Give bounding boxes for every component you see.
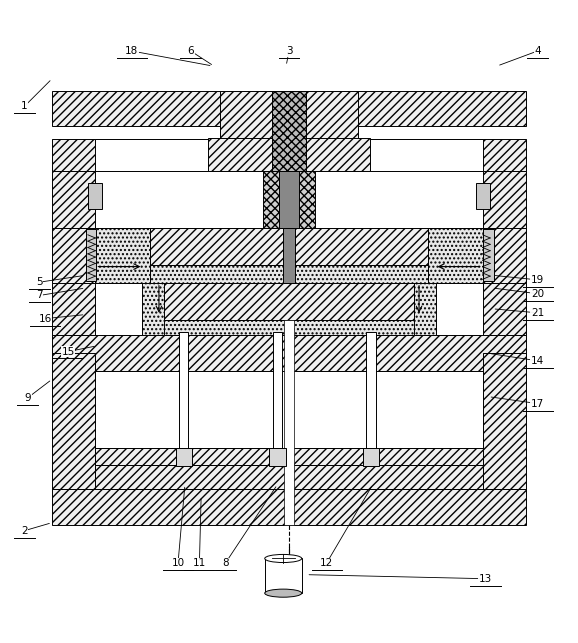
Bar (142, 320, 436, 335)
Text: 13: 13 (479, 574, 492, 584)
Text: 11: 11 (193, 558, 206, 568)
Bar (483, 229, 494, 281)
Text: 12: 12 (320, 558, 333, 568)
Text: 4: 4 (534, 46, 541, 56)
Bar (279, 171, 299, 228)
Bar (363, 448, 379, 466)
Bar (95, 465, 483, 489)
Bar (86, 229, 96, 281)
Bar (273, 332, 282, 448)
Text: 9: 9 (24, 393, 31, 403)
Text: 1: 1 (21, 102, 28, 111)
Text: 7: 7 (36, 291, 43, 300)
Bar (164, 268, 414, 320)
Bar (52, 489, 526, 525)
Ellipse shape (265, 554, 302, 563)
Text: 6: 6 (187, 46, 194, 56)
Bar (476, 183, 490, 209)
Bar (88, 183, 102, 209)
Bar (95, 171, 483, 228)
Bar (284, 320, 294, 525)
Bar (384, 283, 483, 335)
Bar (179, 332, 188, 448)
Bar (150, 266, 428, 283)
Bar (52, 228, 526, 283)
Bar (283, 228, 295, 283)
Text: 3: 3 (286, 46, 292, 56)
Bar (95, 448, 483, 465)
Text: 18: 18 (125, 46, 138, 56)
Bar (150, 228, 428, 266)
Bar (208, 138, 370, 171)
Bar (414, 268, 436, 335)
Bar (52, 283, 526, 335)
Text: 15: 15 (62, 347, 75, 357)
Bar (263, 171, 315, 228)
Bar (220, 91, 358, 140)
Bar (265, 559, 302, 593)
Bar (52, 353, 95, 489)
Bar (366, 332, 376, 448)
Bar (95, 228, 483, 283)
Text: 10: 10 (172, 558, 184, 568)
Bar (428, 228, 483, 283)
Bar (52, 91, 526, 126)
Bar (95, 283, 194, 335)
Bar (95, 228, 150, 283)
Bar (95, 370, 483, 448)
Text: 5: 5 (36, 277, 43, 287)
Bar (142, 268, 164, 335)
Text: 16: 16 (39, 314, 51, 323)
Bar (52, 140, 526, 171)
Text: 21: 21 (531, 308, 544, 318)
Bar (95, 140, 483, 171)
Text: 8: 8 (222, 558, 229, 568)
Text: 19: 19 (531, 275, 544, 285)
Text: 2: 2 (21, 526, 28, 536)
Bar (269, 448, 286, 466)
Ellipse shape (265, 589, 302, 597)
Bar (52, 335, 526, 370)
Bar (52, 171, 526, 228)
Bar (483, 353, 526, 489)
Bar (176, 448, 192, 466)
Bar (272, 91, 306, 171)
Text: 20: 20 (531, 289, 544, 299)
Text: 14: 14 (531, 356, 544, 366)
Text: 17: 17 (531, 399, 544, 408)
